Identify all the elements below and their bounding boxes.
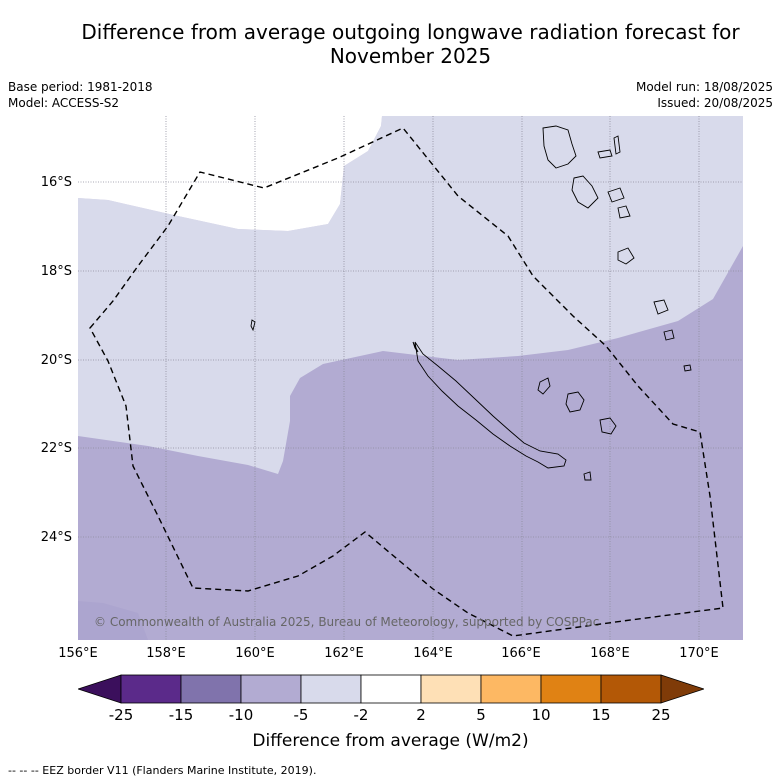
map-panel: © Commonwealth of Australia 2025, Bureau… [78,116,743,640]
colorbar-tick-label: -5 [293,706,309,724]
lat-label-18s: 18°S [40,264,72,279]
copyright-notice: © Commonwealth of Australia 2025, Bureau… [94,615,599,629]
vanuatu-efate [617,205,631,219]
colorbar-extend-low [78,674,122,704]
colorbar [78,674,704,704]
colorbar-tick-label: 10 [531,706,551,724]
anomaly-region-lower-left [78,601,148,640]
colorbar-extend-high [660,674,704,704]
title-line-1: Difference from average outgoing longwav… [81,20,740,44]
small-island-1 [583,471,592,481]
colorbar-segment [300,674,362,704]
colorbar-tick-label: -2 [353,706,369,724]
title-line-2: November 2025 [329,44,492,68]
vanuatu-ambae [597,149,613,159]
anomaly-region-near-zero [78,116,382,231]
lon-label-164e: 164°E [413,646,453,661]
small-island-2 [683,364,692,372]
meta-right: Model run: 18/08/2025 Issued: 20/08/2025 [636,79,773,111]
lat-label-22s: 22°S [40,441,72,456]
colorbar-tick-label: -15 [168,706,194,724]
colorbar-segment [180,674,242,704]
colorbar-segment [480,674,542,704]
vanuatu-pentecost [613,135,621,155]
vanuatu-malekula [571,175,599,209]
anomaly-region-minus5-to-minus2 [78,116,743,474]
lifou-island [565,391,585,413]
lon-label-156e: 156°E [58,646,98,661]
colorbar-tick-label: -25 [108,706,134,724]
model-run: Model run: 18/08/2025 [635,80,773,94]
colorbar-segment [600,674,662,704]
colorbar-segment [240,674,302,704]
colorbar-tick-label: 25 [651,706,671,724]
lon-label-166e: 166°E [501,646,541,661]
vanuatu-epi [607,187,625,203]
gridlines [78,116,743,640]
meta-left: Base period: 1981-2018 Model: ACCESS-S2 [8,79,153,111]
colorbar-segment [120,674,182,704]
map-title: Difference from average outgoing longwav… [0,20,781,68]
lat-label-16s: 16°S [40,175,72,190]
colorbar-tick-label: 5 [476,706,486,724]
colorbar-segment [540,674,602,704]
vanuatu-erromango [617,247,635,265]
colorbar-label: Difference from average (W/m2) [252,731,529,751]
belep-island [412,341,419,353]
lon-label-160e: 160°E [235,646,275,661]
colorbar-segment [360,674,422,704]
lat-label-20s: 20°S [40,353,72,368]
lon-label-162e: 162°E [324,646,364,661]
vanuatu-espiritu-santo [542,125,577,169]
colorbar-segment [420,674,482,704]
new-caledonia-island [414,341,567,469]
ouvea-island [537,377,551,395]
colorbar-tick-label: -10 [228,706,254,724]
lon-label-170e: 170°E [679,646,719,661]
lon-label-158e: 158°E [146,646,186,661]
lat-label-24s: 24°S [40,530,72,545]
colorbar-tick-label: 15 [591,706,611,724]
eez-border [89,127,724,637]
lon-label-168e: 168°E [590,646,630,661]
colorbar-tick-label: 2 [416,706,426,724]
small-island-3 [250,319,256,332]
model-name: Model: ACCESS-S2 [8,96,120,110]
base-period: Base period: 1981-2018 [8,80,153,94]
vanuatu-aneityum [663,329,675,341]
vanuatu-tanna [653,299,669,315]
eez-footnote: -- -- -- EEZ border V11 (Flanders Marine… [8,764,317,777]
mare-island [599,417,617,435]
issued-date: Issued: 20/08/2025 [657,96,773,110]
